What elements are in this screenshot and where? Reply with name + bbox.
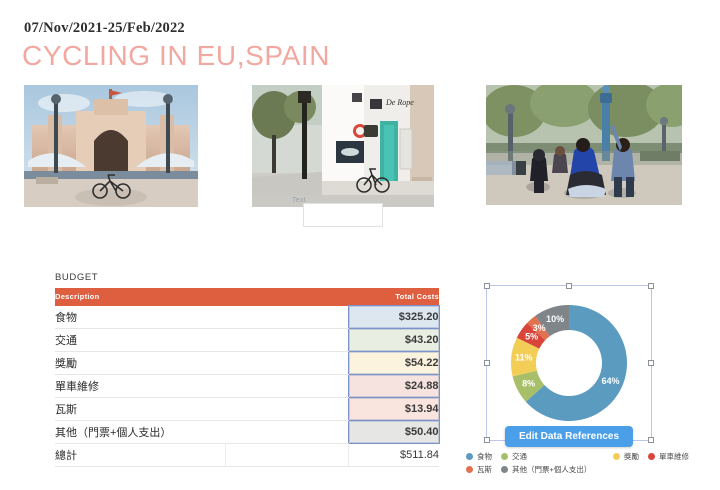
legend-color-dot-icon <box>501 453 508 460</box>
donut-slice[interactable] <box>516 322 546 349</box>
donut-slice-label: 64% <box>602 376 620 386</box>
date-range-label: 07/Nov/2021-25/Feb/2022 <box>24 20 185 36</box>
photo-flamenco-dancers-park[interactable] <box>486 85 682 205</box>
cell-description[interactable]: 獎勵 <box>55 351 348 375</box>
donut-svg: 64% 8% 11% 5%3%10% <box>511 305 627 421</box>
page-title: CYCLING IN EU,SPAIN <box>22 40 331 71</box>
legend-row-2: 瓦斯 其他（門票+個人支出） <box>466 463 698 476</box>
cell-total-cost[interactable]: $54.22 <box>347 351 440 375</box>
legend-label: 單車維修 <box>659 452 689 461</box>
svg-text:De Rope: De Rope <box>385 98 414 107</box>
table-row[interactable]: 食物 $325.20 <box>55 305 440 329</box>
table-row[interactable]: 其他（門票+個人支出） $50.40 <box>55 420 440 444</box>
donut-slice-label: 10% <box>546 314 564 324</box>
resize-handle-top-right[interactable] <box>648 283 654 289</box>
resize-handle-middle-left[interactable] <box>484 360 490 366</box>
budget-section-label: BUDGET <box>55 272 99 283</box>
table-total-row[interactable]: 總計 $511.84 <box>55 443 439 467</box>
legend-item[interactable]: 其他（門票+個人支出） <box>501 464 591 475</box>
legend-color-dot-icon <box>613 453 620 460</box>
legend-item[interactable]: 獎勵 <box>613 451 639 462</box>
donut-slice[interactable] <box>535 305 569 337</box>
donut-slice[interactable] <box>525 305 627 421</box>
table-row[interactable]: 單車維修 $24.88 <box>55 374 440 398</box>
donut-slice-label: 5% <box>525 331 538 341</box>
budget-donut-chart[interactable]: 64% 8% 11% 5% 3% 10% Edit Data References <box>484 283 654 447</box>
table-row[interactable]: 交通 $43.20 <box>55 328 440 352</box>
cell-grand-total[interactable]: $511.84 <box>348 443 439 467</box>
chart-legend: 食物 交通 獎勵 單車維修 瓦斯 其他（門票+個人支出） <box>466 450 698 476</box>
legend-item[interactable]: 交通 <box>501 451 527 462</box>
resize-handle-bottom-left[interactable] <box>484 437 490 443</box>
text-placeholder-box[interactable] <box>303 203 383 227</box>
table-header-row: Description Total Costs <box>55 288 439 306</box>
resize-handle-top-center[interactable] <box>566 283 572 289</box>
cell-description[interactable]: 單車維修 <box>55 374 348 398</box>
legend-color-dot-icon <box>466 466 473 473</box>
cell-spacer <box>225 443 349 467</box>
donut-slice[interactable] <box>527 315 550 341</box>
cell-description[interactable]: 食物 <box>55 305 348 329</box>
cell-total-cost[interactable]: $50.40 <box>347 420 440 444</box>
donut-slice[interactable] <box>511 337 540 377</box>
photo-white-village-street-bicycle[interactable]: De Rope <box>252 85 434 207</box>
cell-total-cost[interactable]: $24.88 <box>347 374 440 398</box>
column-header-total-costs: Total Costs <box>348 288 439 306</box>
resize-handle-top-left[interactable] <box>484 283 490 289</box>
legend-row-1: 食物 交通 獎勵 單車維修 <box>466 450 698 463</box>
donut-slice[interactable] <box>512 370 545 402</box>
budget-table[interactable]: Description Total Costs 食物 $325.20 交通 $43.2… <box>55 288 440 467</box>
legend-label: 獎勵 <box>624 452 639 461</box>
photo-2-artwork: De Rope <box>252 85 434 207</box>
donut-slice-label: 11% <box>515 352 533 362</box>
resize-handle-bottom-right[interactable] <box>648 437 654 443</box>
cell-total-cost[interactable]: $13.94 <box>347 397 440 421</box>
photo-3-artwork <box>486 85 682 205</box>
photo-plaza-de-espana-bicycle[interactable] <box>24 85 198 207</box>
donut-slice-label: 8% <box>522 378 535 388</box>
legend-item[interactable]: 食物 <box>466 451 492 462</box>
legend-label: 食物 <box>477 452 492 461</box>
legend-label: 瓦斯 <box>477 465 492 474</box>
legend-label: 其他（門票+個人支出） <box>512 465 592 474</box>
resize-handle-middle-right[interactable] <box>648 360 654 366</box>
photo-1-artwork <box>24 85 198 207</box>
cell-description[interactable]: 其他（門票+個人支出） <box>55 420 348 444</box>
cell-description[interactable]: 交通 <box>55 328 348 352</box>
text-placeholder-label: Text <box>292 197 307 204</box>
cell-total-cost[interactable]: $43.20 <box>347 328 440 352</box>
cell-total-label[interactable]: 總計 <box>55 443 226 467</box>
legend-item[interactable]: 單車維修 <box>648 451 689 462</box>
legend-item[interactable]: 瓦斯 <box>466 464 492 475</box>
donut-slice-label: 3% <box>533 323 546 333</box>
column-header-description: Description <box>55 288 348 306</box>
legend-color-dot-icon <box>501 466 508 473</box>
table-row[interactable]: 獎勵 $54.22 <box>55 351 440 375</box>
legend-label: 交通 <box>512 452 527 461</box>
table-row[interactable]: 瓦斯 $13.94 <box>55 397 440 421</box>
cell-description[interactable]: 瓦斯 <box>55 397 348 421</box>
legend-color-dot-icon <box>648 453 655 460</box>
legend-color-dot-icon <box>466 453 473 460</box>
cell-total-cost[interactable]: $325.20 <box>347 305 440 329</box>
edit-data-references-button[interactable]: Edit Data References <box>504 426 634 447</box>
